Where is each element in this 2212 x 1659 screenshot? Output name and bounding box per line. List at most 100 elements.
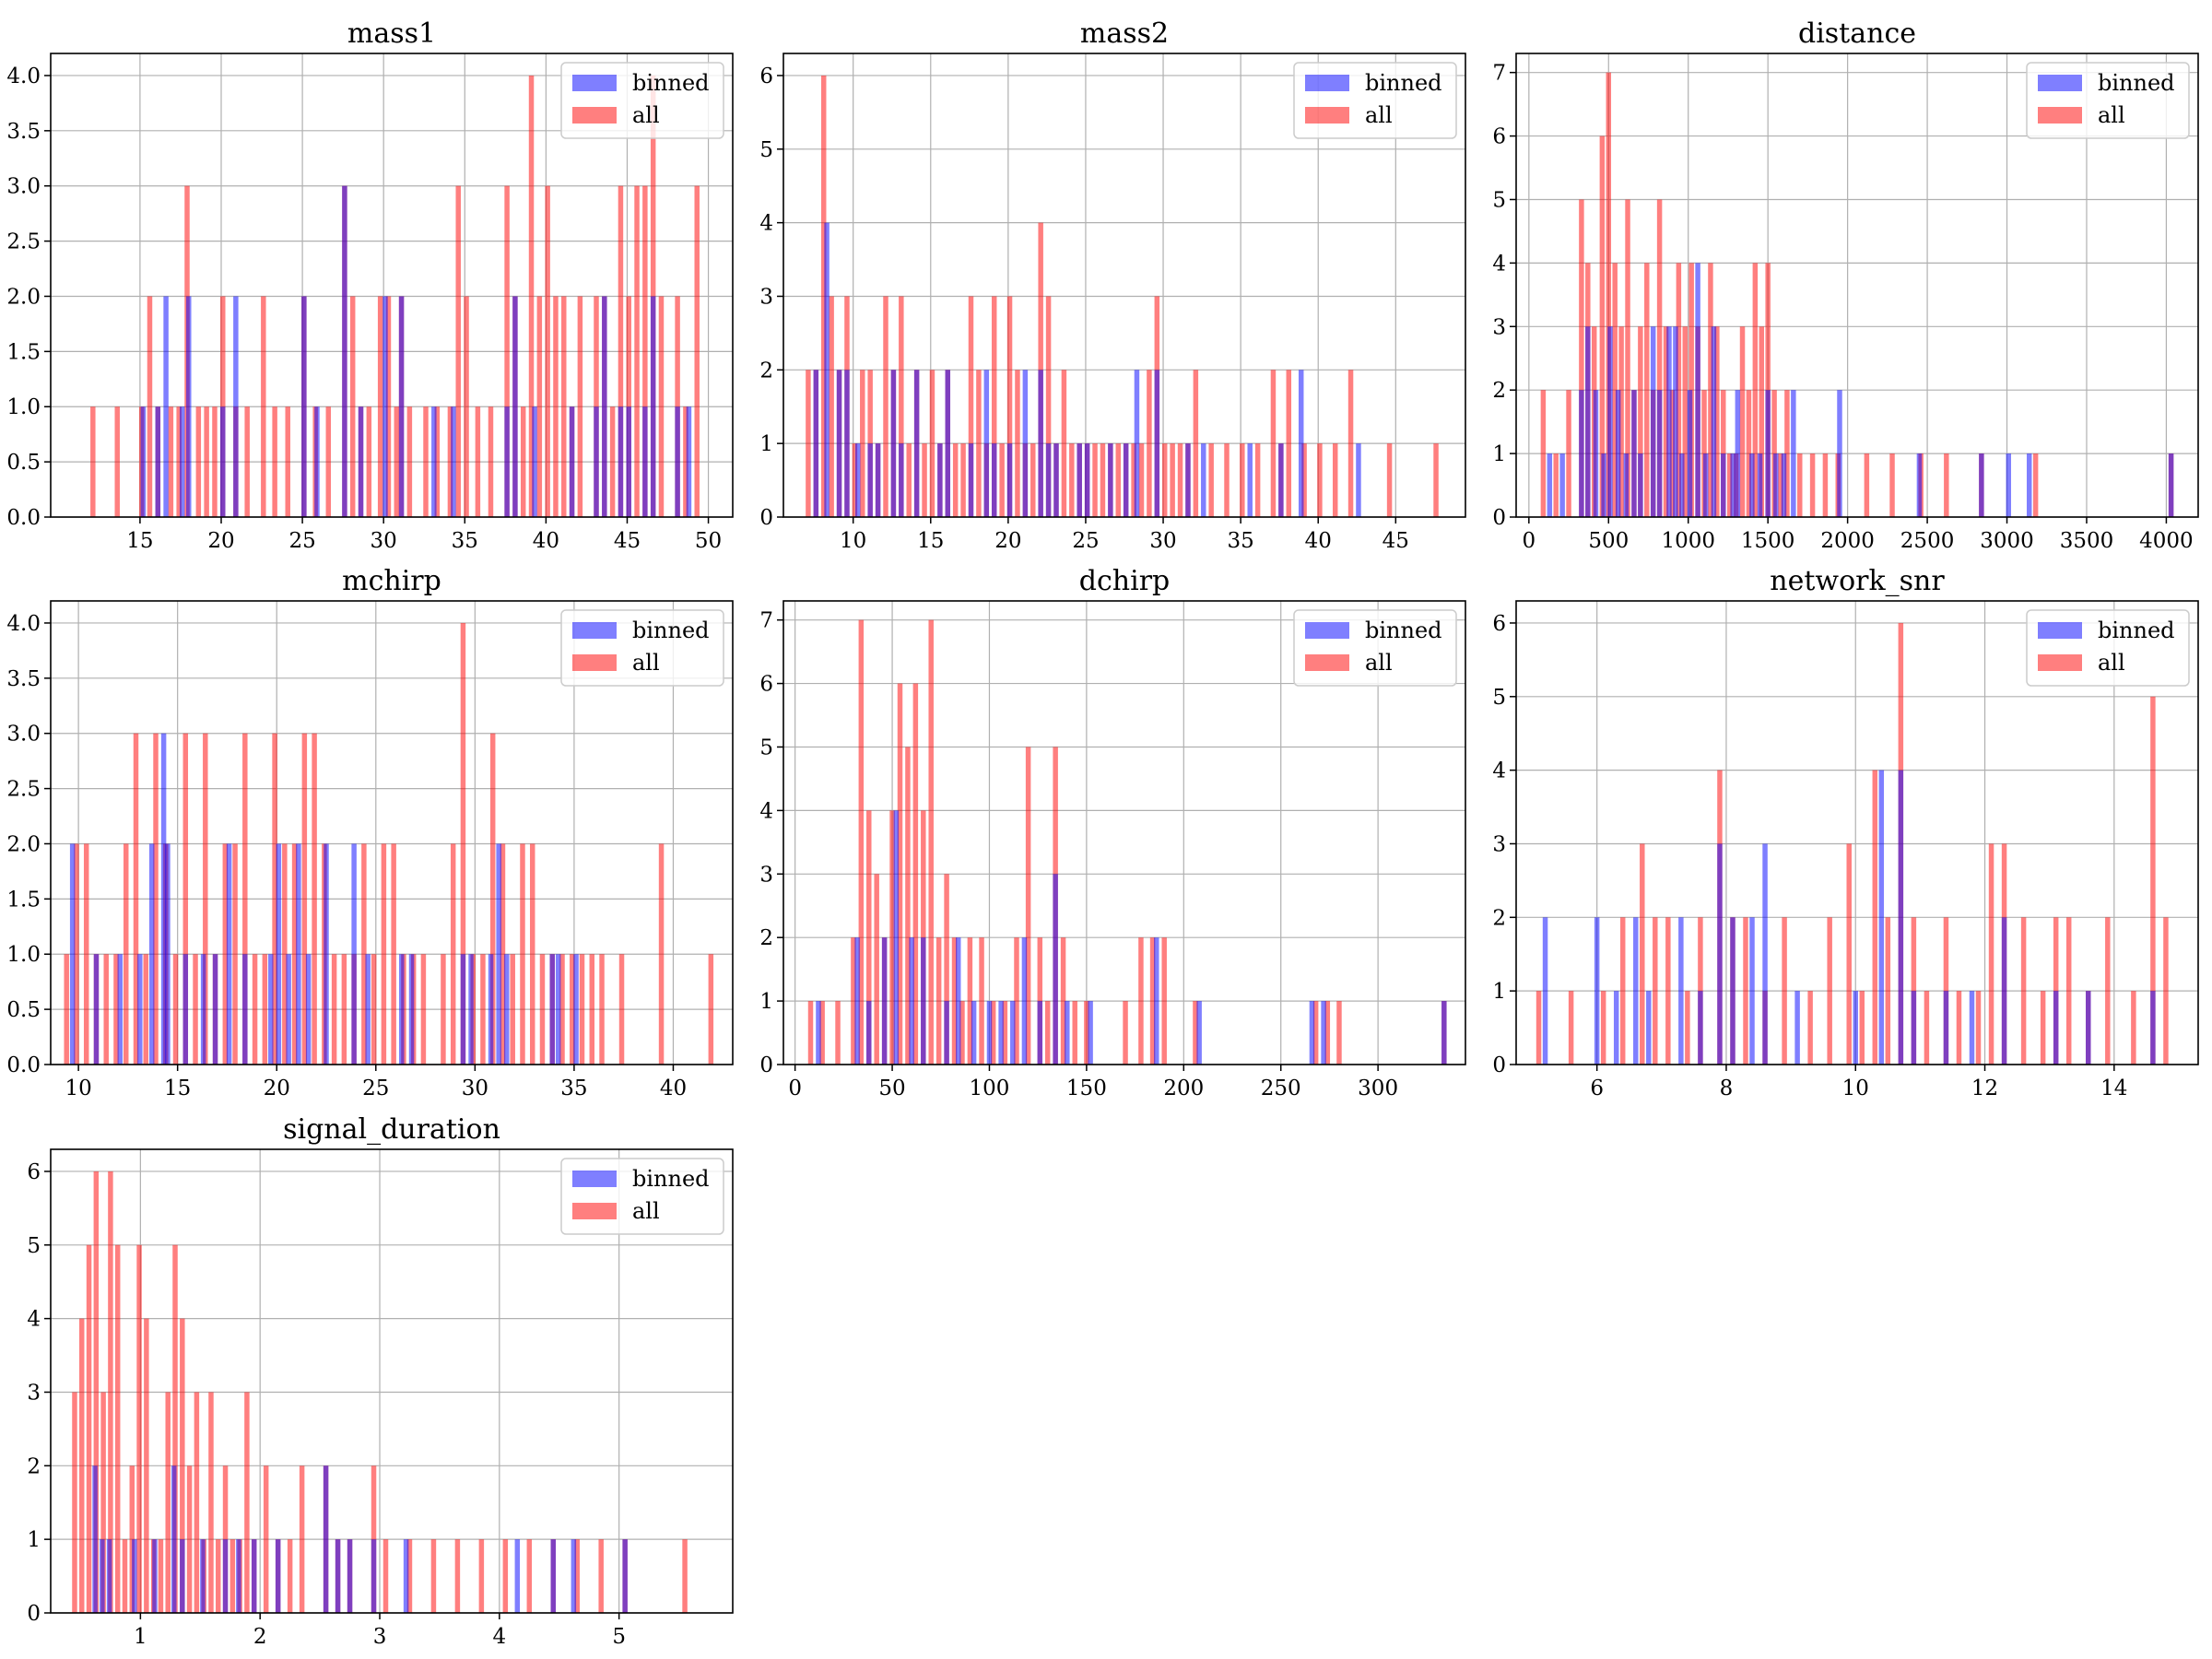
binned-bar [323, 1465, 329, 1613]
legend-swatch-binned [1305, 622, 1349, 639]
all-bar [929, 370, 935, 517]
all-bar [74, 843, 79, 1065]
binned-bar [233, 296, 239, 517]
all-bar [455, 185, 461, 517]
binned-bar [1638, 453, 1643, 517]
binned-bar [569, 406, 575, 517]
binned-bar [93, 954, 100, 1065]
all-bar [905, 747, 911, 1065]
y-tick-label: 3.5 [6, 120, 41, 144]
binned-bar [1321, 1001, 1326, 1065]
all-bar [642, 185, 648, 517]
binned-bar [1762, 843, 1768, 1065]
all-bar [806, 370, 811, 517]
all-bar [1568, 991, 1574, 1065]
binned-bar [182, 954, 189, 1065]
all-bar [2020, 917, 2027, 1065]
y-tick-label: 5 [759, 138, 773, 162]
x-tick-label: 50 [878, 1077, 905, 1100]
all-bar [1625, 199, 1630, 518]
legend-swatch-all [2038, 107, 2082, 124]
all-bar [144, 1318, 149, 1613]
all-bar [1640, 843, 1645, 1065]
binned-bar [342, 185, 347, 517]
all-bar [528, 75, 535, 517]
all-bar [1827, 917, 1832, 1065]
binned-bar [1765, 390, 1771, 517]
all-bar [1685, 991, 1690, 1065]
legend-label-binned: binned [1365, 618, 1442, 643]
all-bar [1286, 370, 1292, 517]
binned-bar [836, 370, 842, 517]
binned-bar [100, 1539, 105, 1613]
binned-bar [160, 733, 167, 1065]
binned-bar [956, 937, 961, 1065]
all-bar [1270, 370, 1277, 517]
binned-bar [602, 296, 607, 517]
all-bar [897, 683, 903, 1065]
binned-bar [1088, 1001, 1093, 1065]
all-bar [598, 1539, 604, 1613]
x-tick-label: 30 [371, 529, 397, 553]
binned-bar [1607, 326, 1613, 517]
binned-bar [549, 954, 555, 1065]
all-bar [1708, 263, 1713, 517]
y-tick-label: 2.5 [6, 230, 41, 254]
binned-bar [358, 406, 364, 517]
subplot-distance: distance 0 500 1000 1500 2000 2500 3000 3500 4000… [1492, 18, 2199, 553]
all-bar [536, 296, 543, 517]
all-bar [1069, 443, 1075, 517]
y-tick-label: 1 [1492, 442, 1506, 466]
binned-bar [179, 406, 185, 517]
y-tick-label: 6 [1492, 125, 1506, 149]
binned-bar [1794, 991, 1800, 1065]
all-bar [570, 954, 575, 1065]
x-tick-label: 2500 [1900, 529, 1955, 553]
all-bar [1084, 1001, 1089, 1065]
all-bar [599, 954, 605, 1065]
all-bar [851, 937, 856, 1065]
legend-swatch-all [572, 654, 617, 671]
all-bar [86, 1244, 92, 1613]
y-tick-label: 2 [759, 359, 773, 382]
all-bar [1161, 937, 1167, 1065]
all-bar [952, 443, 959, 517]
binned-bar [365, 954, 371, 1065]
binned-bar [371, 1539, 377, 1613]
binned-bar [921, 937, 926, 1065]
all-bar [1924, 991, 1930, 1065]
binned-bar [1623, 453, 1630, 517]
all-bar [272, 406, 277, 517]
legend-label-binned: binned [2098, 618, 2175, 643]
all-bar [990, 1001, 996, 1065]
binned-bar [909, 937, 914, 1065]
binned-bar [1038, 370, 1043, 517]
binned-bar [550, 1539, 557, 1613]
binned-bar [1749, 917, 1755, 1065]
binned-bar [69, 843, 76, 1065]
binned-bar [1837, 390, 1842, 517]
x-tick-label: 500 [1588, 529, 1629, 553]
all-bar [1002, 1001, 1008, 1065]
binned-bar [1010, 1001, 1016, 1065]
x-tick-label: 12 [1971, 1077, 1998, 1100]
binned-bar [622, 1539, 628, 1613]
all-bar [979, 937, 984, 1065]
binned-bar [1053, 874, 1058, 1065]
binned-bar [1717, 843, 1723, 1065]
y-tick-label: 4 [1492, 252, 1506, 276]
all-bar [430, 1539, 437, 1613]
x-tick-label: 2000 [1820, 529, 1875, 553]
binned-bar [268, 954, 274, 1065]
binned-bar [1711, 326, 1717, 517]
binned-bar [1687, 390, 1693, 517]
all-bar [285, 406, 290, 517]
binned-bar [431, 406, 437, 517]
binned-bar [1154, 370, 1160, 517]
binned-bar [1601, 453, 1606, 517]
all-bar [203, 733, 208, 1065]
x-tick-label: 25 [362, 1077, 389, 1100]
binned-bar [468, 954, 474, 1065]
axes-frame [50, 53, 734, 518]
x-tick-label: 4000 [2139, 529, 2194, 553]
